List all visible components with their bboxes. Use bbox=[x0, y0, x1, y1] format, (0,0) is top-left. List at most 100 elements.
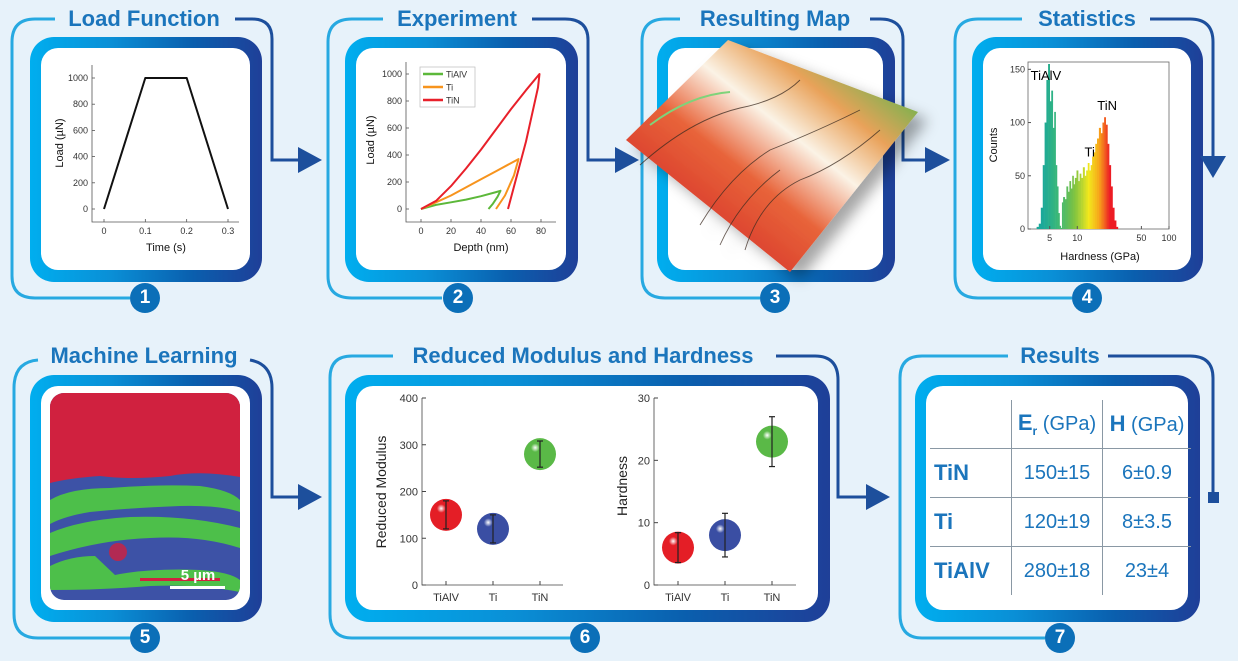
scale-bar bbox=[170, 586, 225, 589]
histogram-bar bbox=[1093, 152, 1096, 229]
arrow-down-icon bbox=[1200, 156, 1226, 178]
histogram-bar bbox=[1086, 170, 1089, 229]
y-tick-label: 800 bbox=[73, 99, 88, 109]
hardness-chart: Hardness 0 10 20 30 TiAlV Ti TiN bbox=[614, 393, 796, 604]
phase-green bbox=[50, 556, 240, 592]
histogram-bar bbox=[1109, 165, 1112, 229]
histogram-bar bbox=[1036, 226, 1040, 229]
step-5-title: Machine Learning bbox=[50, 343, 238, 368]
header-symbol: H bbox=[1109, 411, 1126, 436]
table-header-row: Er (GPa) H (GPa) bbox=[930, 400, 1191, 449]
machine-learning-phase-map: 5 µm bbox=[50, 393, 240, 600]
histogram-bar bbox=[1066, 186, 1069, 229]
map-surface bbox=[626, 40, 918, 272]
axis-frame bbox=[91, 65, 239, 223]
map-ridge bbox=[744, 129, 881, 251]
histogram-bar bbox=[1084, 175, 1087, 229]
phase-red-inclusion bbox=[109, 543, 127, 561]
y-tick-label: 20 bbox=[638, 455, 650, 467]
series-line-0 bbox=[103, 77, 229, 210]
x-tick-label: 20 bbox=[446, 226, 456, 236]
y-tick-label: 30 bbox=[638, 393, 650, 405]
legend-label: TiAlV bbox=[446, 70, 467, 80]
hardness-cell: 23±4 bbox=[1102, 546, 1191, 595]
step-1-title: Load Function bbox=[68, 6, 220, 31]
histogram-bar bbox=[1058, 213, 1060, 229]
bracket-3-left bbox=[640, 17, 760, 300]
bracket-5-right bbox=[249, 358, 300, 499]
histogram-bar bbox=[1044, 122, 1047, 229]
histogram-bar bbox=[1092, 156, 1094, 229]
y-tick-label: 0 bbox=[1020, 224, 1025, 234]
step-1-badge: 1 bbox=[130, 283, 160, 313]
y-tick-label: 400 bbox=[387, 150, 402, 160]
modulus-cell: 120±19 bbox=[1011, 497, 1103, 547]
series-line-tin bbox=[420, 73, 541, 210]
header-symbol: E bbox=[1017, 410, 1033, 435]
histogram-bar bbox=[1081, 177, 1084, 229]
header-hardness: H (GPa) bbox=[1102, 400, 1191, 449]
x-axis-label: Hardness (GPa) bbox=[1060, 251, 1139, 263]
y-tick-label: 10 bbox=[638, 518, 650, 530]
step-2-badge: 2 bbox=[443, 283, 473, 313]
modulus-cell: 280±18 bbox=[1011, 546, 1103, 595]
step-4-panel bbox=[983, 48, 1191, 270]
x-tick-label: 40 bbox=[476, 226, 486, 236]
peak-label: TiN bbox=[1097, 98, 1117, 113]
map-ridge-green bbox=[649, 91, 731, 126]
histogram-bar bbox=[1114, 220, 1117, 229]
y-tick-label: 100 bbox=[1010, 118, 1025, 128]
histogram-bar bbox=[1051, 90, 1054, 229]
histogram-bar bbox=[1073, 184, 1076, 229]
load-function-chart: Time (s) Load (µN) 0 0.1 0.2 0.3 0 200 400 600 8… bbox=[54, 65, 239, 254]
step-3-badge: 3 bbox=[760, 283, 790, 313]
x-tick-label: 50 bbox=[1136, 233, 1146, 243]
bracket-7-left bbox=[898, 354, 1045, 640]
step-6-title: Reduced Modulus and Hardness bbox=[412, 343, 754, 368]
map-ridge bbox=[719, 169, 781, 246]
histogram-bar bbox=[1046, 79, 1049, 229]
reduced-modulus-chart: Reduced Modulus 0 100 200 300 400 TiAlV Ti TiN bbox=[373, 393, 563, 604]
phase-green bbox=[50, 516, 240, 556]
x-tick-label: 0.3 bbox=[222, 226, 235, 236]
resulting-map-3d-surface bbox=[626, 40, 918, 272]
histogram-bar bbox=[1038, 223, 1042, 229]
histogram-bar bbox=[1060, 227, 1063, 229]
x-tick-label: 0 bbox=[101, 226, 106, 236]
material-cell: TiN bbox=[930, 448, 1012, 498]
axis-frame bbox=[421, 398, 563, 586]
step-4-title: Statistics bbox=[1038, 6, 1136, 31]
experiment-chart: Depth (nm) Load (µN) 0 20 40 60 800200400600… bbox=[365, 62, 556, 254]
series-line-ti bbox=[420, 158, 520, 210]
histogram-bar bbox=[1048, 64, 1050, 229]
table-row: Ti 120±19 8±3.5 bbox=[930, 497, 1191, 547]
step-6-panel bbox=[356, 386, 818, 610]
bracket-2-left bbox=[326, 17, 442, 300]
modulus-cell: 150±15 bbox=[1011, 448, 1103, 498]
bracket-1-left bbox=[10, 17, 130, 300]
flow-connectors bbox=[10, 17, 1215, 640]
arrow-right-icon bbox=[866, 484, 890, 510]
histogram-bar bbox=[1061, 202, 1064, 229]
hardness-cell: 6±0.9 bbox=[1102, 448, 1191, 498]
histogram-bar bbox=[1112, 207, 1115, 229]
x-tick-label: 0.2 bbox=[180, 226, 193, 236]
y-tick-label: 1000 bbox=[68, 73, 88, 83]
step-7-badge: 7 bbox=[1045, 623, 1075, 653]
bracket-7-right bbox=[1108, 354, 1215, 494]
phase-red bbox=[50, 393, 240, 483]
y-axis-label: Hardness bbox=[614, 456, 630, 516]
y-tick-label: 800 bbox=[387, 96, 402, 106]
histogram-bar bbox=[1098, 127, 1102, 229]
step-4-badge: 4 bbox=[1072, 283, 1102, 313]
histogram-bar bbox=[1054, 111, 1056, 229]
header-subscript: r bbox=[1032, 424, 1038, 438]
map-ridge bbox=[699, 109, 861, 226]
bracket-3-right bbox=[870, 17, 927, 162]
histogram-bar bbox=[1069, 181, 1072, 229]
y-tick-label: 200 bbox=[400, 487, 418, 499]
histogram-bar bbox=[1040, 207, 1044, 229]
bracket-6-right bbox=[776, 354, 868, 499]
histogram-bar bbox=[1042, 165, 1045, 229]
histogram-bar bbox=[1110, 186, 1113, 229]
